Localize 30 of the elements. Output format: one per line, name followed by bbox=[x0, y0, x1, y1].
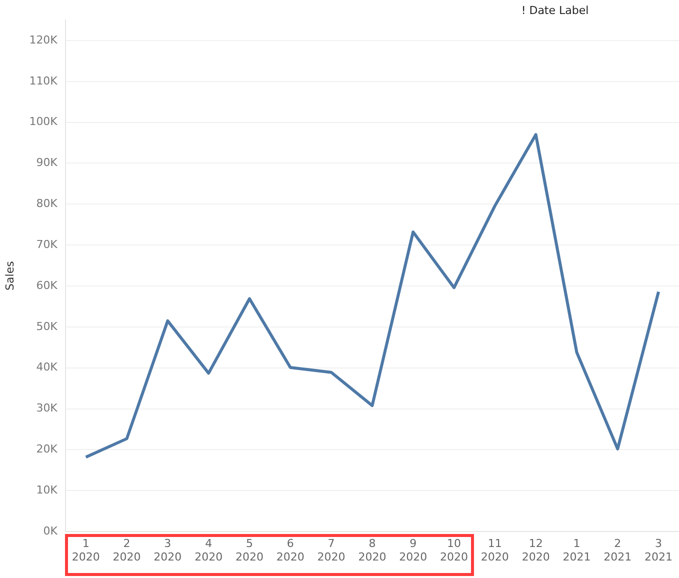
chart-title: ! Date Label bbox=[520, 4, 590, 17]
x-tick-label: 10 2020 bbox=[440, 537, 468, 564]
x-tick-label: 11 2020 bbox=[480, 537, 509, 564]
x-tick-label: 2 2021 bbox=[604, 537, 632, 564]
y-tick-label: 40K bbox=[36, 360, 58, 374]
x-tick-label: 6 2020 bbox=[276, 537, 304, 564]
y-tick-label: 20K bbox=[36, 442, 58, 456]
x-tick-label: 8 2020 bbox=[358, 537, 386, 564]
y-tick-label: 110K bbox=[29, 74, 58, 88]
y-tick-label: 90K bbox=[36, 156, 58, 170]
x-tick-label: 1 2020 bbox=[72, 537, 100, 564]
x-tick-label: 3 2020 bbox=[154, 537, 182, 564]
y-tick-label: 120K bbox=[29, 33, 58, 46]
y-tick-label: 70K bbox=[36, 238, 58, 251]
y-tick-label: 30K bbox=[36, 402, 58, 415]
x-tick-label: 4 2020 bbox=[194, 537, 223, 564]
x-tick-label: 1 2021 bbox=[562, 537, 591, 564]
y-tick-label: 80K bbox=[36, 197, 58, 210]
y-tick-label: 60K bbox=[36, 278, 58, 292]
x-tick-label: 9 2020 bbox=[399, 537, 428, 564]
y-tick-label: 100K bbox=[29, 115, 58, 128]
x-tick-label: 5 2020 bbox=[235, 537, 264, 564]
x-tick-label: 7 2020 bbox=[317, 537, 346, 564]
x-tick-label: 12 2020 bbox=[522, 537, 550, 564]
x-tick-label: 2 2020 bbox=[112, 537, 141, 564]
y-tick-label: 0K bbox=[43, 524, 58, 538]
y-tick-label: 10K bbox=[36, 484, 58, 497]
x-tick-label: 3 2021 bbox=[644, 537, 673, 564]
y-axis-title: Sales bbox=[3, 260, 16, 290]
y-tick-label: 50K bbox=[36, 320, 58, 333]
